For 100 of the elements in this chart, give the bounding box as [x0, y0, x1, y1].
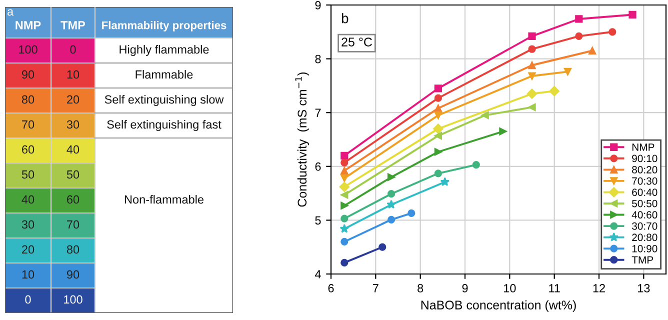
- y-tick-label: 8: [315, 54, 321, 64]
- y-tick-label: 30: [22, 220, 34, 229]
- point: [564, 68, 572, 76]
- point: [434, 104, 442, 112]
- point: [340, 214, 348, 222]
- point: [387, 216, 396, 224]
- point: [481, 111, 489, 120]
- point: [387, 173, 396, 181]
- y2-tick-label: Non-flammable: [124, 194, 204, 204]
- data-label: 0: [70, 45, 76, 54]
- legend-label: TMP: [632, 256, 654, 264]
- x-tick-label: 8: [418, 284, 424, 292]
- x-tick-label: 9: [462, 284, 468, 292]
- data-label: 60: [67, 195, 80, 204]
- y-tick-label: 100: [19, 45, 38, 54]
- y-tick-label: 90: [22, 70, 34, 79]
- y-tick-label: 6: [315, 162, 321, 171]
- x-tick-label: 12: [593, 284, 605, 292]
- point: [387, 190, 396, 198]
- point: [608, 28, 616, 36]
- point: [340, 152, 348, 160]
- point: [434, 111, 442, 120]
- point: [386, 200, 396, 209]
- data-label: 100: [64, 295, 82, 304]
- legend-label: NMP: [632, 144, 654, 151]
- x-tick-label: 6: [328, 284, 334, 292]
- y-tick-label: 20: [22, 245, 34, 254]
- legend-label: 50:50: [632, 200, 658, 208]
- data-label: 90: [66, 270, 80, 279]
- point: [434, 132, 442, 140]
- legend-label: 80:20: [632, 166, 658, 174]
- point: [528, 72, 536, 80]
- y-tick-label: 0: [25, 295, 31, 304]
- y2-tick-label: Highly flammable: [120, 45, 209, 56]
- point: [472, 160, 480, 169]
- point: [340, 224, 350, 233]
- data-label: 80: [66, 245, 80, 254]
- point: [628, 10, 636, 19]
- y-tick-label: 5: [315, 216, 321, 225]
- legend-label: 10:90: [632, 244, 658, 252]
- point: [434, 170, 442, 178]
- legend-label: 90:10: [632, 154, 658, 162]
- chart-title: b: [342, 13, 348, 24]
- point: [340, 202, 348, 210]
- y-tick-label: 7: [315, 108, 321, 117]
- y-tick-label: 40: [22, 195, 34, 204]
- y-axis-title: Conductivity (mS cm$^{−1}$): [295, 72, 310, 207]
- point: [340, 258, 348, 267]
- y-tick-label: 70: [22, 120, 34, 129]
- legend-label: 70:30: [632, 177, 658, 185]
- point: [528, 45, 536, 53]
- legend-label: 60:40: [632, 188, 658, 196]
- x-axis-title: NaBOB concentration (wt%): [421, 300, 576, 312]
- point: [433, 124, 444, 134]
- point: [528, 103, 536, 112]
- data-label: 30: [66, 120, 80, 129]
- point: [378, 243, 386, 251]
- y2-tick-label: Self extinguishing fast: [107, 120, 222, 131]
- point: [499, 128, 507, 136]
- point: [440, 177, 450, 186]
- data-label: 40: [66, 145, 80, 154]
- point: [575, 15, 583, 23]
- point: [588, 46, 596, 55]
- x-tick-label: 11: [549, 284, 560, 292]
- y2-tick-label: Self extinguishing slow: [104, 95, 224, 106]
- point: [339, 182, 350, 192]
- point: [408, 209, 416, 218]
- point: [528, 32, 536, 40]
- y-tick-label: 9: [315, 1, 321, 10]
- point: [340, 174, 348, 182]
- point: [528, 61, 536, 70]
- y2-axis-title: Flammability properties: [102, 21, 226, 32]
- y-tick-label: 4: [314, 270, 321, 278]
- y-tick-label: 80: [22, 95, 34, 104]
- y-tick-label: 60: [22, 145, 34, 154]
- x-tick-label: 13: [638, 284, 650, 292]
- point: [434, 84, 442, 92]
- point: [549, 86, 560, 96]
- legend-label: 40:60: [632, 211, 658, 219]
- data-label: 50: [66, 170, 80, 179]
- x-tick-label: 10: [504, 284, 516, 292]
- point: [340, 166, 348, 175]
- data-label: 20: [67, 95, 80, 104]
- y-tick-label: 10: [22, 270, 34, 279]
- legend-label: 20:80: [632, 234, 658, 242]
- data-label: 70: [67, 220, 80, 229]
- point: [526, 88, 538, 99]
- point: [340, 191, 348, 199]
- point: [340, 238, 348, 246]
- x-tick-label: 7: [372, 284, 378, 292]
- point: [434, 94, 442, 102]
- point: [575, 32, 583, 40]
- point: [340, 158, 348, 166]
- y-tick-label: 50: [22, 170, 34, 179]
- chart-title: a: [8, 9, 14, 16]
- data-label: 10: [67, 70, 80, 79]
- y2-tick-label: Flammable: [136, 70, 193, 79]
- y-axis-title: NMP: [16, 21, 41, 30]
- legend-label: 30:70: [632, 222, 658, 230]
- point: [434, 148, 442, 156]
